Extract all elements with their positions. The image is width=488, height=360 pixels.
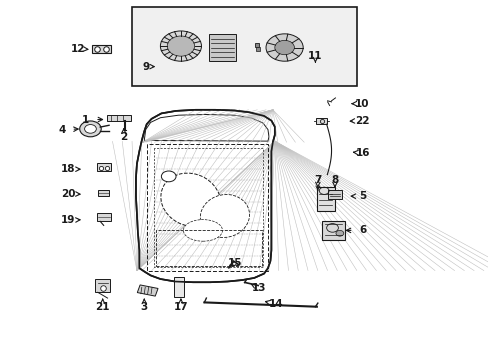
Bar: [173, 277, 184, 297]
Text: 16: 16: [355, 148, 369, 158]
Bar: [97, 163, 110, 171]
Bar: [95, 279, 110, 292]
Bar: [132, 7, 356, 86]
Text: 10: 10: [354, 99, 368, 109]
Ellipse shape: [161, 173, 220, 226]
Text: 21: 21: [95, 302, 110, 312]
Text: 1: 1: [82, 114, 89, 125]
Text: 8: 8: [331, 175, 338, 185]
Bar: [316, 187, 335, 211]
Bar: [321, 221, 345, 240]
Text: 12: 12: [71, 44, 85, 54]
Bar: [137, 285, 158, 296]
Text: 4: 4: [59, 125, 66, 135]
Text: 3: 3: [141, 302, 147, 312]
Polygon shape: [136, 110, 274, 282]
Bar: [92, 45, 110, 53]
Text: 17: 17: [173, 302, 188, 312]
Text: 9: 9: [142, 62, 149, 72]
Circle shape: [160, 31, 201, 61]
Text: 19: 19: [61, 215, 76, 225]
Bar: [327, 190, 342, 199]
Bar: [98, 190, 108, 196]
Bar: [106, 115, 131, 121]
Circle shape: [265, 34, 303, 61]
Circle shape: [274, 40, 294, 55]
Ellipse shape: [183, 220, 222, 241]
Text: 11: 11: [307, 51, 322, 61]
Circle shape: [84, 125, 96, 133]
Bar: [156, 230, 261, 266]
Circle shape: [167, 36, 194, 56]
Circle shape: [80, 121, 101, 137]
Text: 13: 13: [251, 283, 266, 293]
Text: 22: 22: [355, 116, 369, 126]
Circle shape: [161, 171, 176, 182]
Polygon shape: [144, 114, 268, 141]
Text: 20: 20: [61, 189, 76, 199]
Text: 6: 6: [359, 225, 366, 235]
Circle shape: [335, 230, 343, 236]
Text: 7: 7: [313, 175, 321, 185]
Ellipse shape: [200, 194, 249, 238]
Bar: [209, 34, 235, 61]
Text: 2: 2: [120, 132, 127, 142]
Text: 5: 5: [359, 191, 366, 201]
Text: 14: 14: [268, 299, 283, 309]
Bar: [97, 213, 111, 221]
Bar: [315, 118, 326, 124]
Text: 15: 15: [227, 258, 242, 268]
Text: 18: 18: [61, 164, 76, 174]
